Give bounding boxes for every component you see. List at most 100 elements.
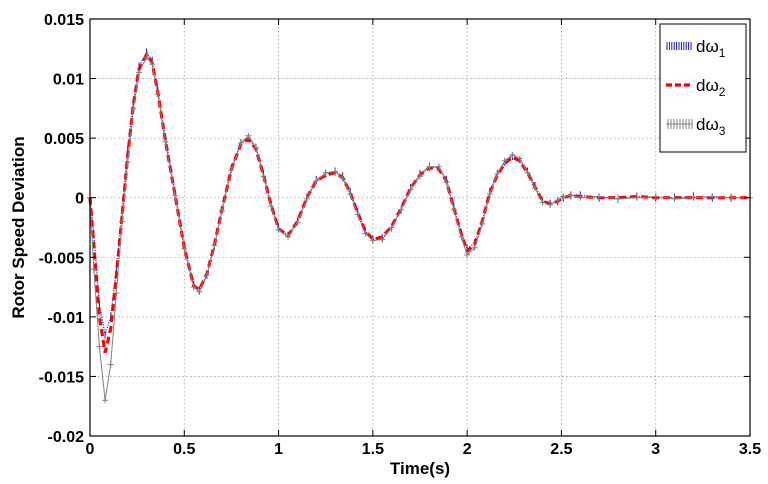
data-point (443, 179, 450, 186)
data-point (237, 139, 244, 146)
data-point (509, 151, 516, 158)
data-point (96, 343, 103, 350)
data-point (479, 220, 486, 227)
data-point (435, 163, 442, 170)
y-tick-label: 0.005 (44, 131, 84, 148)
y-tick-label: 0.015 (44, 12, 84, 29)
x-tick-labels: 0 0.5 1 1.5 2 2.5 3 3.5 (86, 441, 762, 458)
data-point (203, 272, 210, 279)
y-tick-labels: -0.02 -0.015 -0.01 -0.005 0 0.005 0.01 0.015 (39, 12, 84, 446)
data-point (260, 173, 267, 180)
series-line (89, 51, 750, 335)
series-3 (87, 54, 753, 404)
data-point (143, 54, 150, 61)
data-point (407, 186, 414, 193)
data-point (90, 266, 97, 273)
data-point (652, 193, 659, 200)
x-tick-label: 3.5 (739, 441, 761, 458)
data-point (560, 193, 567, 200)
data-point (119, 218, 126, 225)
legend-label: dω1 (696, 37, 726, 60)
data-point (494, 170, 501, 177)
data-point (471, 244, 478, 251)
data-point (501, 157, 508, 164)
x-axis-label: Time(s) (390, 459, 450, 478)
x-tick-label: 3 (651, 441, 660, 458)
x-tick-label: 2 (463, 441, 472, 458)
x-tick-label: 0 (86, 441, 95, 458)
y-tick-label: -0.015 (39, 369, 84, 386)
data-point (275, 226, 282, 233)
data-point (347, 191, 354, 198)
x-tick-label: 2.5 (550, 441, 572, 458)
data-point (426, 163, 433, 170)
plot-frame (89, 18, 751, 437)
series-line (89, 56, 750, 401)
data-point (458, 234, 465, 241)
legend: dω1 dω2 dω3 (659, 23, 747, 153)
y-tick-label: -0.02 (48, 429, 85, 446)
data-point (354, 211, 361, 218)
y-tick-label: -0.01 (48, 310, 85, 327)
data-point (332, 168, 339, 175)
data-point (539, 199, 546, 206)
series-layer (87, 48, 753, 404)
data-point (671, 195, 678, 202)
data-point (339, 175, 346, 182)
data-point (294, 219, 301, 226)
data-point (554, 197, 561, 204)
data-point (516, 155, 523, 162)
axis-ticks (89, 18, 751, 437)
data-point (547, 201, 554, 208)
y-tick-label: 0 (75, 191, 84, 208)
data-point (154, 91, 161, 98)
data-point (464, 251, 471, 258)
data-point (577, 194, 584, 201)
data-point (196, 288, 203, 295)
legend-item-1: dω1 (666, 37, 726, 60)
legend-label: dω2 (696, 76, 726, 99)
data-point (567, 192, 574, 199)
legend-item-3: dω3 (666, 115, 726, 138)
data-point (322, 169, 329, 176)
data-point (379, 236, 386, 243)
data-point (524, 169, 531, 176)
data-point (728, 194, 735, 201)
data-point (450, 206, 457, 213)
data-point (388, 224, 395, 231)
data-point (596, 193, 603, 200)
data-point (285, 234, 291, 241)
data-point (171, 192, 178, 199)
y-tick-label: 0.01 (53, 72, 84, 89)
data-point (149, 61, 156, 68)
data-point (398, 206, 405, 213)
data-point (362, 230, 369, 237)
data-point (136, 69, 143, 76)
data-point (130, 105, 137, 112)
y-tick-label: -0.005 (39, 250, 84, 267)
data-point (486, 191, 493, 198)
series-2 (88, 51, 750, 353)
data-point (162, 138, 169, 145)
data-point (219, 207, 225, 214)
grid (90, 19, 750, 436)
legend-label: dω3 (696, 115, 726, 138)
data-point (211, 242, 218, 249)
data-point (245, 132, 252, 139)
series-line (88, 51, 750, 353)
data-point (633, 194, 640, 201)
y-axis-label: Rotor Speed Deviation (9, 136, 28, 318)
data-point (369, 237, 376, 244)
data-point (102, 397, 109, 404)
data-point (181, 245, 188, 252)
data-point (252, 144, 259, 151)
data-point (107, 361, 114, 368)
x-tick-label: 1.5 (362, 441, 384, 458)
data-point (228, 167, 235, 174)
x-tick-label: 1 (274, 441, 283, 458)
x-tick-label: 0.5 (173, 441, 195, 458)
data-point (615, 195, 621, 202)
data-point (709, 193, 716, 200)
legend-item-2: dω2 (666, 76, 726, 99)
